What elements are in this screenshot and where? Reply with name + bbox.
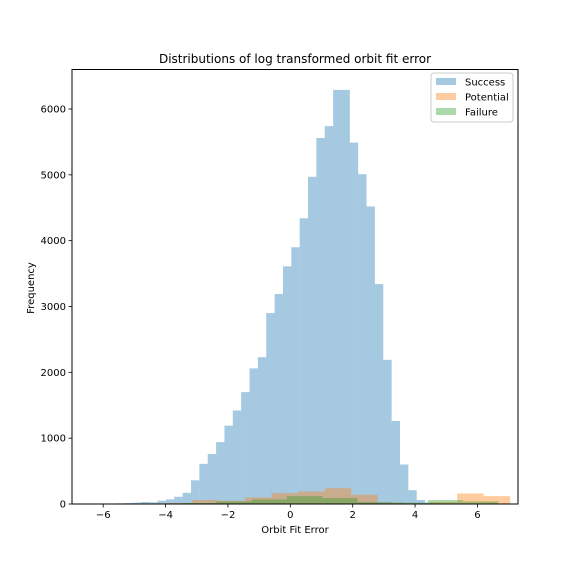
x-tick-label: 6 [474,510,480,521]
y-tick-label: 5000 [41,170,66,181]
bar-success [333,90,341,504]
legend-label-failure: Failure [465,108,498,119]
legend-swatch-success [436,78,456,85]
bar-success [383,360,391,504]
y-tick-label: 4000 [41,236,66,247]
bar-success [392,421,400,504]
x-tick-label: −6 [96,510,111,521]
bar-success [291,247,299,504]
bar-failure [428,500,463,504]
bar-success [266,313,274,504]
legend-label-success: Success [465,78,505,89]
bar-success [300,218,308,504]
bar-success [250,368,258,504]
bar-success [283,266,291,504]
bar-success [275,294,283,504]
bar-success [350,143,358,504]
bar-success [258,357,266,504]
bar-success [375,284,383,504]
bar-success [216,442,224,504]
x-tick-label: −2 [221,510,236,521]
y-axis-label: Frequency [26,262,37,314]
bar-success [341,90,349,504]
bar-success [316,138,324,504]
bar-success [183,493,191,504]
bar-success [367,206,375,504]
legend-label-potential: Potential [465,93,509,104]
bar-success [208,454,216,504]
legend-swatch-potential [436,93,456,100]
bar-success [408,490,416,504]
legend: Success Potential Failure [431,73,513,122]
bar-success [400,465,408,505]
y-tick-label: 2000 [41,368,66,379]
x-axis-label: Orbit Fit Error [261,525,329,536]
bar-success [233,411,241,504]
legend-swatch-failure [436,108,456,115]
bar-failure [252,499,287,504]
y-tick-label: 1000 [41,434,66,445]
bar-success [325,126,333,504]
y-tick-label: 0 [60,500,66,511]
bar-success [358,174,366,504]
bar-success [199,464,207,504]
y-tick-label: 3000 [41,302,66,313]
chart-title: Distributions of log transformed orbit f… [159,52,431,66]
bar-failure [322,498,357,504]
bar-success [308,177,316,504]
x-tick-label: 0 [287,510,293,521]
x-tick-label: 4 [412,510,418,521]
bar-success [224,426,232,504]
bar-success [241,392,249,504]
x-tick-label: 2 [350,510,356,521]
bar-success [174,497,182,504]
bar-failure [287,496,322,504]
x-tick-label: −4 [158,510,173,521]
y-tick-label: 6000 [41,105,66,116]
